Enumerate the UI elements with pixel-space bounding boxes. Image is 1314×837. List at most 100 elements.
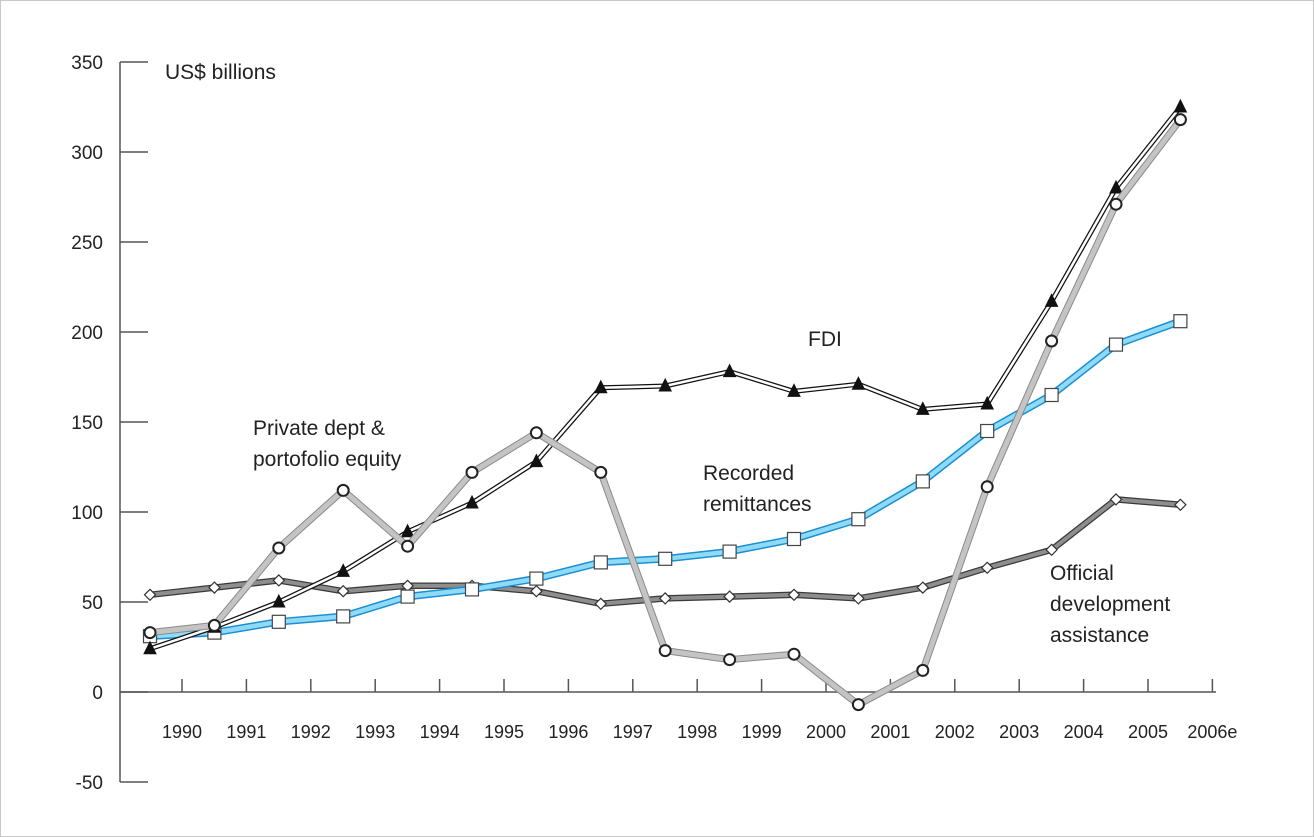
series-triangle <box>143 98 1188 655</box>
x-tick-label: 1997 <box>613 722 653 742</box>
data-point-diamond <box>1109 493 1123 506</box>
y-tick-label: 200 <box>71 323 103 344</box>
data-point-triangle <box>915 401 930 415</box>
y-tick-label: 250 <box>71 233 103 254</box>
y-tick-label: 0 <box>92 683 103 704</box>
y-tick-label: 350 <box>71 53 103 74</box>
data-point-circle <box>723 653 737 667</box>
series-label: Recorded <box>703 462 794 485</box>
x-tick-label: 1990 <box>162 722 202 742</box>
data-point-circle <box>272 541 286 555</box>
data-point-diamond <box>658 592 672 605</box>
y-axis-label: US$ billions <box>165 61 276 84</box>
y-axis: -50 0 50 100 150 200 250 300 350 <box>71 53 148 794</box>
series-label: assistance <box>1050 624 1149 647</box>
x-tick-label: 2000 <box>806 722 846 742</box>
x-tick-label: 1992 <box>291 722 331 742</box>
x-tick-label: 2001 <box>870 722 910 742</box>
data-point-diamond <box>272 574 286 587</box>
series-label: portofolio equity <box>253 448 402 471</box>
data-point-circle <box>336 483 350 497</box>
data-point-triangle <box>400 523 415 538</box>
data-point-circle <box>207 618 221 632</box>
series-lines <box>142 98 1188 712</box>
data-point-diamond <box>723 590 736 603</box>
data-point-diamond <box>852 592 865 605</box>
series-square <box>142 314 1188 644</box>
data-point-square <box>1173 314 1188 329</box>
x-tick-label: 1998 <box>677 722 717 742</box>
data-point-circle <box>851 698 865 712</box>
data-point-diamond <box>336 584 350 598</box>
x-tick-label: 2004 <box>1064 722 1104 742</box>
data-point-circle <box>1173 113 1187 127</box>
data-point-square <box>980 423 995 439</box>
data-point-triangle <box>336 563 351 577</box>
data-point-square <box>722 544 737 559</box>
data-point-square <box>1108 337 1124 352</box>
x-tick-label: 1991 <box>226 722 266 742</box>
data-point-diamond <box>530 584 543 598</box>
data-point-diamond <box>916 581 930 594</box>
data-point-square <box>529 571 544 586</box>
data-point-square <box>658 551 673 566</box>
data-point-diamond <box>787 588 801 602</box>
data-point-circle <box>916 663 930 677</box>
data-point-triangle <box>787 383 801 397</box>
data-point-diamond <box>208 581 221 594</box>
data-point-circle <box>401 539 415 553</box>
data-point-triangle <box>851 376 866 390</box>
x-tick-label: 1996 <box>548 722 588 742</box>
series-label: Official <box>1050 562 1114 585</box>
data-point-triangle <box>1044 293 1059 307</box>
y-tick-label: 300 <box>71 143 103 164</box>
data-point-square <box>1044 387 1059 403</box>
x-tick-label: 2006e <box>1187 722 1237 742</box>
data-point-triangle <box>722 363 737 378</box>
x-axis: 1990 1991 1992 1993 1994 1995 1996 1997 1998 1999… <box>120 679 1237 742</box>
x-tick-label: 1999 <box>742 722 782 742</box>
data-point-triangle <box>271 593 286 608</box>
data-point-triangle <box>593 379 608 394</box>
data-point-circle <box>1045 334 1059 348</box>
data-point-square <box>271 614 286 629</box>
data-point-circle <box>465 465 479 479</box>
data-point-square <box>336 609 351 624</box>
data-point-diamond <box>594 597 608 611</box>
series-labels: Official development assistance Recorded rem… <box>253 328 1170 647</box>
data-point-square <box>851 512 866 527</box>
data-point-circle <box>980 480 994 494</box>
data-point-circle <box>143 626 157 640</box>
y-tick-label: -50 <box>76 773 103 794</box>
series-diamond <box>143 493 1187 611</box>
data-point-triangle <box>465 494 479 509</box>
data-point-triangle <box>143 640 157 655</box>
y-tick-label: 50 <box>82 593 103 614</box>
series-label: Private dept & <box>253 417 385 440</box>
data-point-diamond <box>1174 498 1187 512</box>
x-tick-label: 1995 <box>484 722 524 742</box>
x-tick-label: 2003 <box>999 722 1039 742</box>
data-point-circle <box>1109 197 1123 211</box>
data-point-circle <box>594 465 608 479</box>
data-point-square <box>915 474 930 489</box>
x-tick-label: 2002 <box>935 722 975 742</box>
x-tick-label: 1994 <box>420 722 460 742</box>
data-point-square <box>786 531 802 547</box>
data-point-diamond <box>143 588 157 602</box>
y-tick-label: 150 <box>71 413 103 434</box>
data-point-square <box>464 582 480 597</box>
x-tick-label: 1993 <box>355 722 395 742</box>
series-circle <box>143 113 1187 712</box>
data-point-square <box>593 555 608 570</box>
series-label: remittances <box>703 493 812 516</box>
data-point-circle <box>787 647 801 661</box>
data-point-triangle <box>529 453 544 468</box>
data-point-square <box>400 589 415 604</box>
series-label: development <box>1050 593 1170 616</box>
data-point-triangle <box>1109 179 1123 194</box>
data-point-triangle <box>1173 98 1188 113</box>
data-point-diamond <box>1045 543 1058 557</box>
